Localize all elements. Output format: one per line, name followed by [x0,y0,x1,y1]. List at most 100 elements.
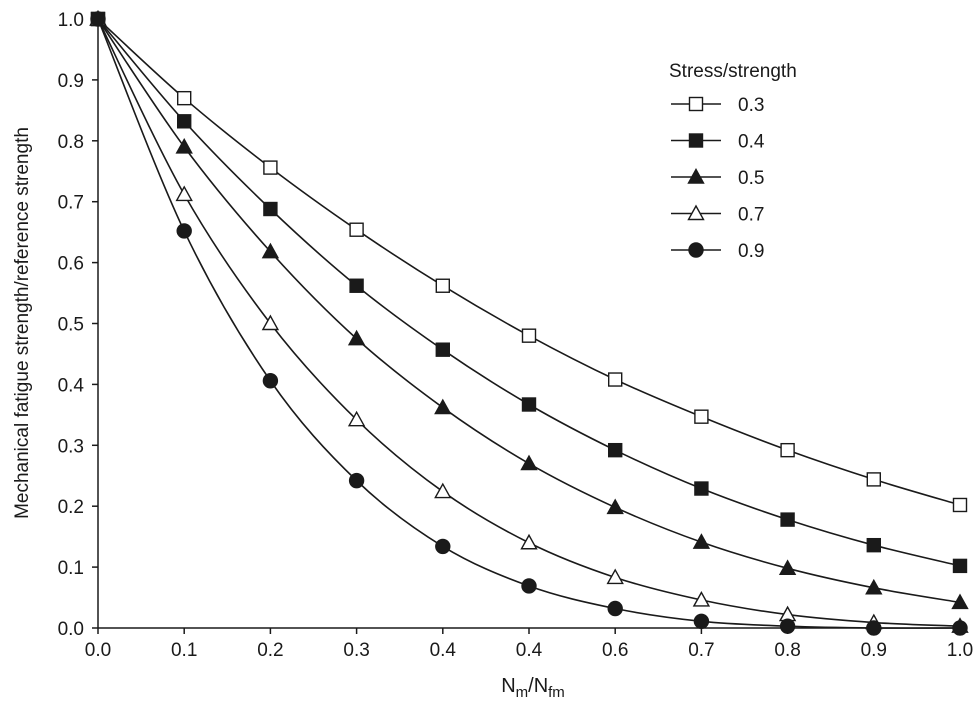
data-point [520,454,538,471]
data-point [866,620,882,636]
data-point [349,222,364,237]
data-point [952,620,968,636]
data-point [952,497,968,513]
legend-item-0.3: 0.3 [671,95,764,116]
legend-label: 0.3 [738,95,764,116]
x-axis-label: Nm/Nfm [501,675,565,701]
data-point [521,578,537,594]
y-tick-label: 0.7 [58,193,84,214]
series-0.4 [90,11,968,574]
series-0.5 [89,10,969,610]
series-0.3 [90,11,968,513]
data-point [607,600,623,617]
legend-title: Stress/strength [669,61,797,82]
data-point [262,373,279,389]
data-point [263,201,278,217]
data-point [434,398,452,415]
series-line [97,18,961,604]
series-line [97,18,961,567]
y-tick-label: 0.5 [58,315,84,336]
data-point [261,242,280,259]
x-tick-label: 0.0 [85,640,111,661]
data-point [435,278,450,293]
legend-item-0.4: 0.4 [671,132,765,153]
x-tick-label: 0.1 [171,640,197,661]
y-ticks: 0.0 0.1 0.2 0.3 0.4 0.5 0.6 0.7 0.8 0.9 1.0 [58,10,98,640]
x-ticks: 0.0 0.1 0.2 0.3 0.4 0.4 0.6 0.7 0.8 0.9 1.0 [85,628,973,661]
data-point [866,537,881,553]
y-tick-label: 0.1 [58,558,84,579]
y-tick-label: 0.6 [58,254,84,275]
data-point [175,185,193,202]
data-point [435,342,450,357]
x-tick-label: 0.3 [343,640,369,661]
legend-marker [688,133,704,148]
data-point [693,613,710,630]
series-line [97,18,961,506]
data-point [606,498,624,515]
data-point [176,114,192,129]
y-axis-label: Mechanical fatigue strength/reference st… [12,127,33,519]
data-point [176,90,192,106]
data-point [520,533,538,550]
y-tick-label: 0.8 [58,132,84,153]
data-point [347,410,366,427]
y-tick-label: 0.2 [58,497,84,518]
legend-item-0.9: 0.9 [671,241,764,262]
data-point [865,578,883,595]
legend-label: 0.5 [738,168,764,189]
data-point [176,223,192,239]
data-point [608,372,623,387]
series-0.7 [89,10,969,633]
y-tick-label: 0.9 [58,71,84,92]
data-point [952,558,968,574]
axes [97,15,964,629]
x-tick-label: 0.7 [688,640,714,661]
data-point [692,533,711,549]
series-group [89,10,969,636]
data-point [951,593,969,610]
data-point [780,442,795,458]
data-point [608,442,623,458]
data-point [175,137,193,154]
data-point [349,278,364,293]
y-tick-label: 1.0 [58,10,84,31]
data-point [521,328,537,343]
legend-item-0.5: 0.5 [671,168,764,189]
data-point [347,329,366,346]
data-point [90,11,106,27]
data-point [778,559,797,576]
x-tick-label: 0.4 [516,640,543,661]
legend-item-0.7: 0.7 [671,205,764,226]
x-tick-label: 0.8 [774,640,800,661]
legend-marker [687,204,705,221]
legend-marker [688,242,704,258]
series-line [97,18,961,627]
data-point [780,512,795,527]
legend: Stress/strength 0.3 0.4 0.5 0.7 0.9 [669,61,797,262]
data-point [606,568,624,585]
legend-label: 0.9 [738,241,764,262]
x-tick-label: 0.2 [257,640,283,661]
data-point [779,618,796,634]
x-tick-label: 0.6 [602,640,628,661]
y-tick-label: 0.3 [58,436,84,457]
legend-label: 0.4 [738,132,765,153]
y-tick-label: 0.0 [58,619,84,640]
data-point [866,472,881,487]
legend-marker [687,168,705,184]
legend-marker [688,96,704,112]
data-point [261,314,280,331]
data-point [435,538,451,555]
data-point [521,397,537,412]
x-tick-label: 1.0 [947,640,973,661]
x-tick-label: 0.4 [430,640,457,661]
data-point [263,160,278,175]
legend-label: 0.7 [738,205,764,226]
data-point [434,482,452,499]
series-0.9 [90,11,968,636]
data-point [694,409,709,424]
y-tick-label: 0.4 [58,375,85,396]
data-point [694,481,709,496]
